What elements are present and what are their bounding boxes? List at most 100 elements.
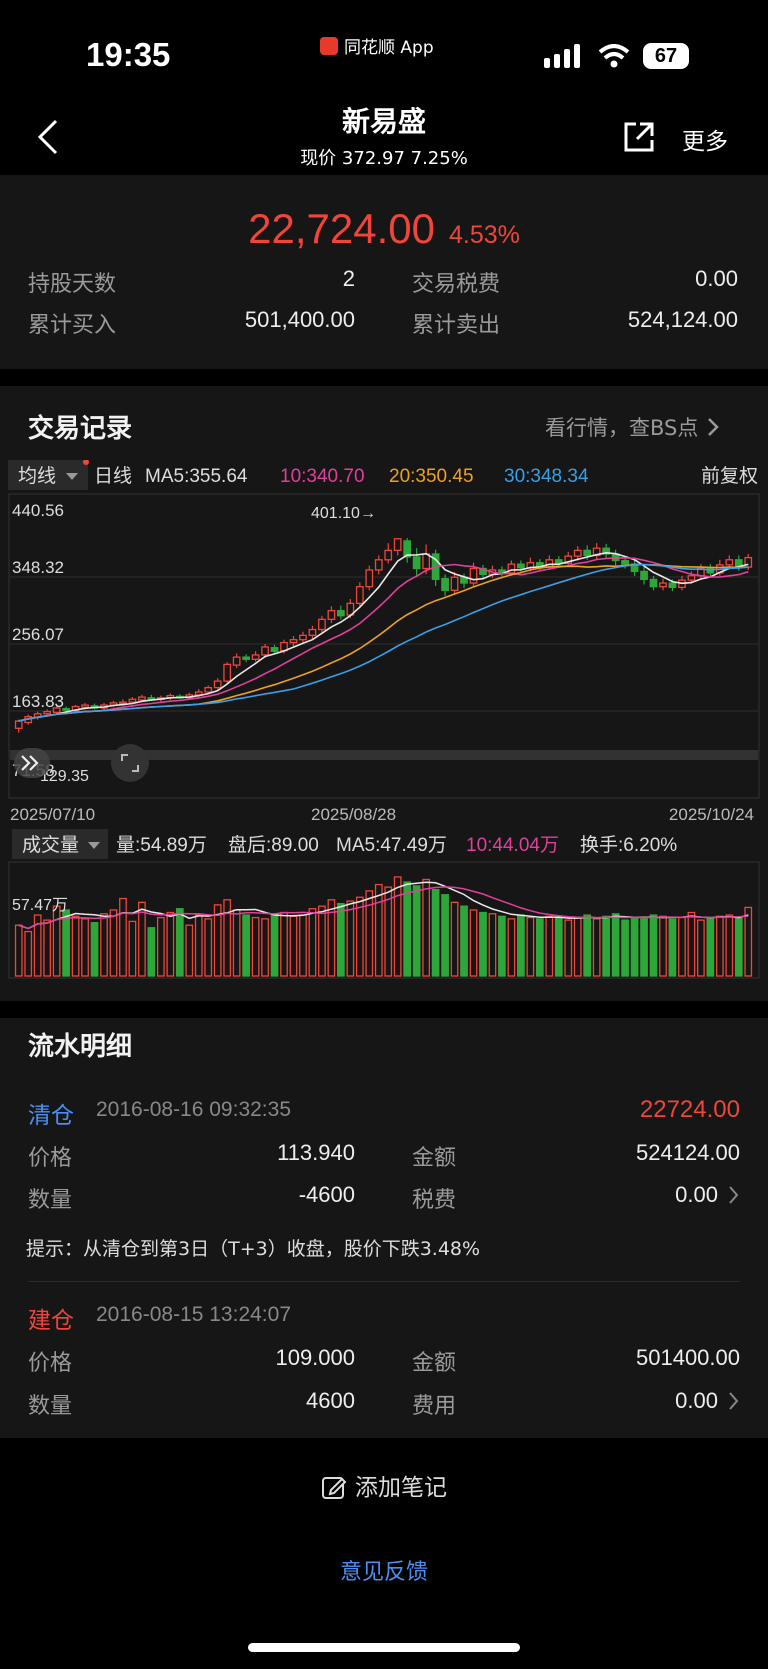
candles (14, 538, 753, 733)
volume-bar-up (223, 899, 232, 977)
dropdown-caret-icon (88, 842, 100, 849)
chevron-right-icon (729, 1392, 739, 1410)
candle-up (52, 707, 61, 713)
volume-bar-up (251, 916, 260, 977)
fullscreen-button[interactable] (111, 744, 149, 782)
candle-up (43, 710, 52, 715)
adjust-label[interactable]: 前复权 (701, 465, 758, 487)
ma10-label: 10:340.70 (280, 466, 365, 487)
open-tag: 建仓 (28, 1308, 74, 1334)
volume-bar-up (488, 913, 497, 977)
view-quotes-label: 看行情，查BS点 (545, 416, 699, 440)
open-fee-row[interactable]: 0.00 (560, 1388, 740, 1414)
turnover-label: 换手:6.20% (580, 834, 677, 856)
volume-bar-down (583, 914, 592, 977)
volume-bar-up (697, 919, 705, 977)
y-tick-label: 348.32 (12, 558, 64, 577)
open-fee: 0.00 (675, 1388, 718, 1413)
candle-down (270, 647, 279, 652)
profit-summary: 22,724.00 4.53% 持股天数 2 交易税费 0.00 累计买入 501… (0, 175, 768, 369)
kline-svg[interactable]: 均线 日线 MA5:355.64 10:340.70 20:350.45 30:… (8, 459, 760, 980)
fullscreen-icon (121, 754, 139, 772)
tax-label: 交易税费 (412, 272, 501, 297)
candle-down (583, 549, 592, 557)
candle-up (213, 680, 222, 689)
total-sell-value: 524,124.00 (627, 307, 738, 332)
y-tick-label: 440.56 (12, 501, 64, 520)
expand-left-button[interactable] (14, 748, 50, 778)
volume-bar-up (119, 897, 127, 977)
stock-name: 新易盛 (341, 105, 426, 138)
candle-down (640, 570, 648, 581)
profit-percent: 4.53% (448, 221, 520, 249)
volume-bar-down (734, 916, 743, 977)
volume-bar-up (678, 916, 686, 977)
app-back-link[interactable]: 同花顺 App (320, 33, 434, 58)
candle-up (327, 609, 336, 621)
current-price: 现价 372.97 7.25% (300, 148, 468, 169)
open-qty: 4600 (306, 1388, 355, 1413)
app-back-label: 同花顺 App (344, 38, 434, 58)
volume-bar-up (213, 904, 222, 977)
volume-label: 量:54.89万 (116, 835, 207, 856)
profit-value: 22,724.00 (248, 205, 435, 252)
candle-up (232, 656, 241, 666)
feedback-link[interactable]: 意见反馈 (339, 1560, 428, 1585)
candle-up (365, 569, 374, 588)
vol-ma5-line (18, 881, 749, 930)
candle-up (81, 704, 89, 708)
candle-down (517, 563, 525, 569)
volume-bar-down (706, 918, 715, 977)
open-price: 109.000 (275, 1345, 355, 1370)
volume-bar-down (649, 914, 658, 977)
low-marker: 129.35 (40, 768, 89, 785)
volume-bar-down (611, 913, 620, 977)
candle-down (62, 708, 70, 711)
period-label[interactable]: 日线 (94, 465, 132, 487)
y-tick-label: 163.83 (12, 692, 64, 711)
view-quotes-link[interactable]: 看行情，查BS点 (545, 412, 720, 442)
battery-icon: 67 (643, 43, 689, 69)
volume-bar-up (715, 915, 724, 977)
candle-down (602, 547, 611, 555)
x-label-end: 2025/10/24 (669, 805, 754, 824)
more-button[interactable]: 更多 (682, 129, 728, 155)
detail-title: 流水明细 (28, 1032, 133, 1062)
open-amount-label: 金额 (412, 1351, 457, 1376)
chevron-right-icon (708, 418, 720, 436)
kline-chart[interactable]: 均线 日线 MA5:355.64 10:340.70 20:350.45 30:… (8, 459, 760, 984)
volume-bar-down (175, 908, 184, 977)
candle-up (393, 538, 402, 552)
share-icon[interactable] (622, 120, 656, 154)
volume-bar-up (469, 909, 478, 977)
volume-bar-down (460, 905, 468, 977)
volume-bar-down (412, 885, 421, 977)
volume-bar-up (355, 896, 364, 977)
volume-bar-up (564, 919, 573, 977)
clear-fee-row[interactable]: 0.00 (560, 1182, 740, 1208)
clear-profit: 22724.00 (639, 1096, 740, 1123)
candle-down (668, 582, 677, 589)
volume-bar-down (62, 909, 70, 977)
volume-bar-up (393, 876, 402, 977)
home-indicator (248, 1643, 520, 1652)
volume-bar-down (535, 918, 544, 977)
status-time: 19:35 (86, 36, 171, 73)
volume-bar-up (545, 915, 554, 977)
candle-down (403, 540, 412, 558)
after-hours-label: 盘后:89.00 (228, 834, 319, 856)
volume-bars (14, 876, 753, 977)
volume-bar-up (346, 900, 355, 977)
open-fee-label: 费用 (412, 1394, 457, 1419)
candle-up (308, 628, 317, 636)
clear-qty: -4600 (298, 1182, 355, 1207)
back-arrow-icon[interactable] (36, 118, 60, 156)
add-note-button[interactable]: 添加笔记 (0, 1468, 768, 1502)
ma30-line (18, 563, 749, 722)
volume-bar-down (270, 913, 279, 977)
volume-bar-up (52, 905, 61, 977)
chevron-right-icon (729, 1186, 739, 1204)
volume-bar-up (507, 918, 516, 977)
y-tick-label: 256.07 (12, 625, 64, 644)
